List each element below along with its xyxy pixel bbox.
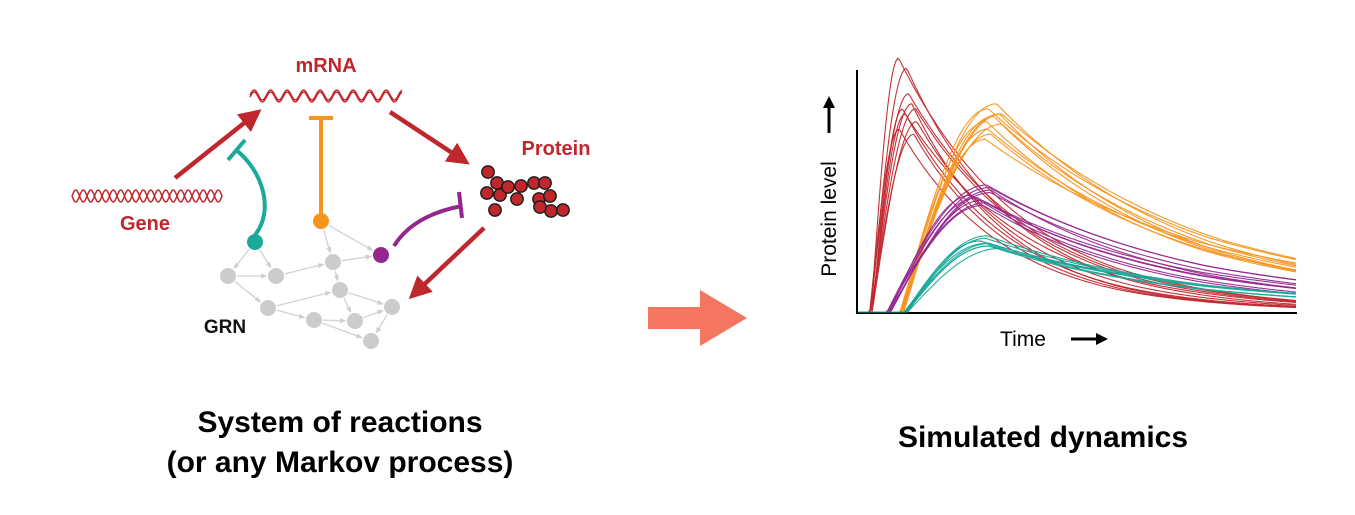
grn-node [220, 268, 236, 284]
grn-edge [348, 292, 384, 305]
grn-node [332, 282, 348, 298]
protein-bead [556, 203, 570, 217]
reaction-system-diagram: Gene mRNA Protein GRN [71, 55, 591, 349]
series-line [858, 108, 1297, 313]
protein-bead [480, 186, 494, 200]
y-axis-direction-arrowhead [823, 96, 835, 108]
mrna-wave-line [249, 91, 403, 103]
series-line [858, 189, 1297, 313]
grn-edge [363, 309, 384, 319]
grn-node [260, 300, 276, 316]
grn-node [325, 254, 341, 270]
grn-edge [276, 309, 306, 319]
protein-bead [501, 180, 515, 194]
mrna-wave-line [249, 89, 403, 101]
grn-edge [259, 249, 272, 269]
series-line [858, 108, 1297, 313]
series-line [858, 113, 1297, 313]
grn-edge [333, 270, 339, 282]
protein-label: Protein [522, 138, 591, 160]
grn-node [384, 299, 400, 315]
mrna-strand [249, 89, 403, 103]
series-line [858, 204, 1297, 313]
protein-bead [488, 203, 502, 217]
translation-arrow [388, 110, 470, 165]
transition-arrow [648, 290, 747, 346]
series-line [858, 194, 1297, 313]
grn-edge [233, 248, 250, 270]
grn-edge [234, 281, 262, 303]
purple-regulator-node [373, 247, 389, 263]
grn-edge [341, 254, 373, 262]
grn-edge [284, 263, 325, 275]
protein-bead [514, 179, 528, 193]
protein-bead [538, 176, 552, 190]
series-line [858, 235, 1297, 313]
grn-label: GRN [204, 317, 246, 338]
grn-edge [322, 322, 363, 339]
series-line [858, 57, 1297, 313]
series-line [858, 123, 1297, 313]
series-layer [858, 57, 1297, 313]
dynamics-chart: Time Protein level [818, 57, 1297, 351]
grn-node [363, 333, 379, 349]
series-line [858, 120, 1297, 313]
grn-network [220, 224, 400, 349]
transcription-arrow [173, 109, 262, 180]
protein-bead-chain [480, 165, 570, 218]
grn-edge [375, 314, 388, 334]
left-caption: System of reactions (or any Markov proce… [100, 403, 580, 483]
series-line [858, 108, 1297, 313]
gene-label: Gene [120, 213, 170, 235]
grn-edge [322, 229, 332, 254]
series-line [858, 242, 1297, 313]
series-line [858, 186, 1297, 313]
teal-inhibition-bar [226, 138, 247, 162]
x-axis-direction-arrowhead [1096, 333, 1108, 345]
purple-inhibition-edge [392, 204, 463, 248]
left-caption-line1: System of reactions [197, 406, 483, 439]
grn-node [268, 268, 284, 284]
grn-node [347, 313, 363, 329]
grn-node [306, 312, 322, 328]
teal-regulator-node [247, 234, 263, 250]
series-line [858, 197, 1297, 313]
protein-feedback-arrow [408, 226, 486, 300]
series-line [858, 115, 1297, 313]
orange-regulator-node [313, 213, 329, 229]
teal-inhibition-edge [234, 148, 267, 237]
gene-dna-helix [71, 189, 223, 203]
y-axis-label: Protein level [818, 161, 841, 277]
grn-edge [322, 318, 347, 324]
right-caption: Simulated dynamics [897, 421, 1189, 454]
gene-strand-b [71, 189, 223, 203]
mrna-label: mRNA [295, 55, 356, 77]
grn-edge [328, 224, 374, 251]
series-line [858, 133, 1297, 313]
protein-bead [481, 165, 495, 179]
series-line [858, 93, 1297, 313]
grn-edge [276, 291, 332, 307]
series-line [858, 121, 1297, 313]
purple-inhibition-bar [457, 191, 464, 219]
series-line [858, 113, 1297, 313]
series-line [858, 103, 1297, 313]
protein-bead [543, 189, 557, 203]
protein-bead [493, 188, 507, 202]
x-axis-label: Time [1000, 328, 1046, 351]
protein-bead [510, 192, 524, 206]
left-caption-line2: (or any Markov process) [166, 446, 514, 479]
series-line [858, 113, 1297, 313]
grn-edge [343, 297, 352, 314]
protein-bead [533, 200, 547, 214]
